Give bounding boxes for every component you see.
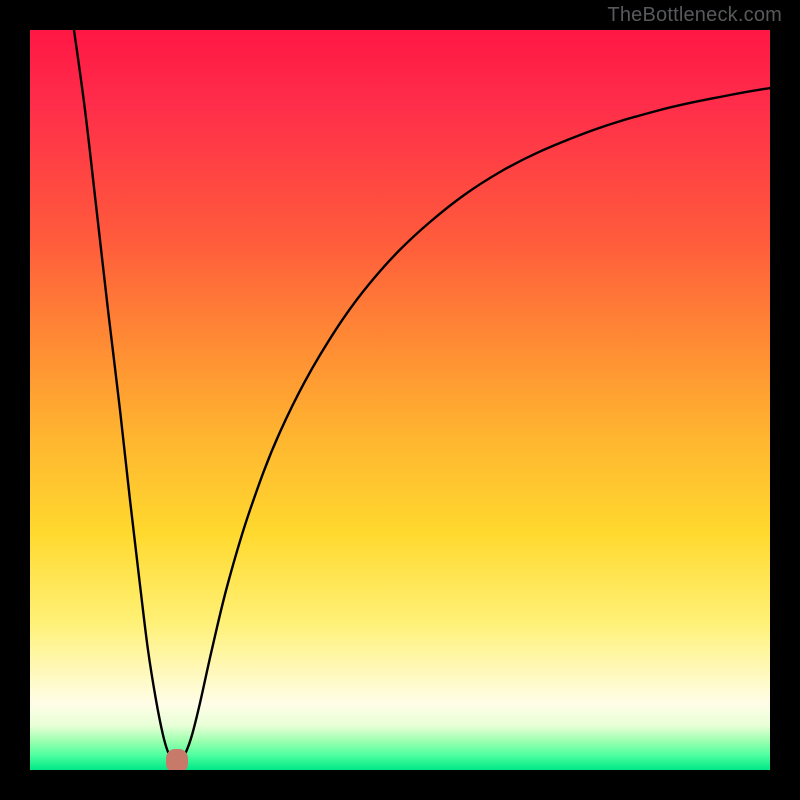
chart-container: TheBottleneck.com	[0, 0, 800, 800]
plot-area	[30, 30, 770, 770]
minimum-marker	[166, 749, 188, 770]
bottleneck-curve	[30, 30, 770, 770]
curve-left-branch	[74, 30, 172, 758]
curve-right-branch	[182, 88, 770, 758]
watermark-text: TheBottleneck.com	[607, 4, 782, 27]
